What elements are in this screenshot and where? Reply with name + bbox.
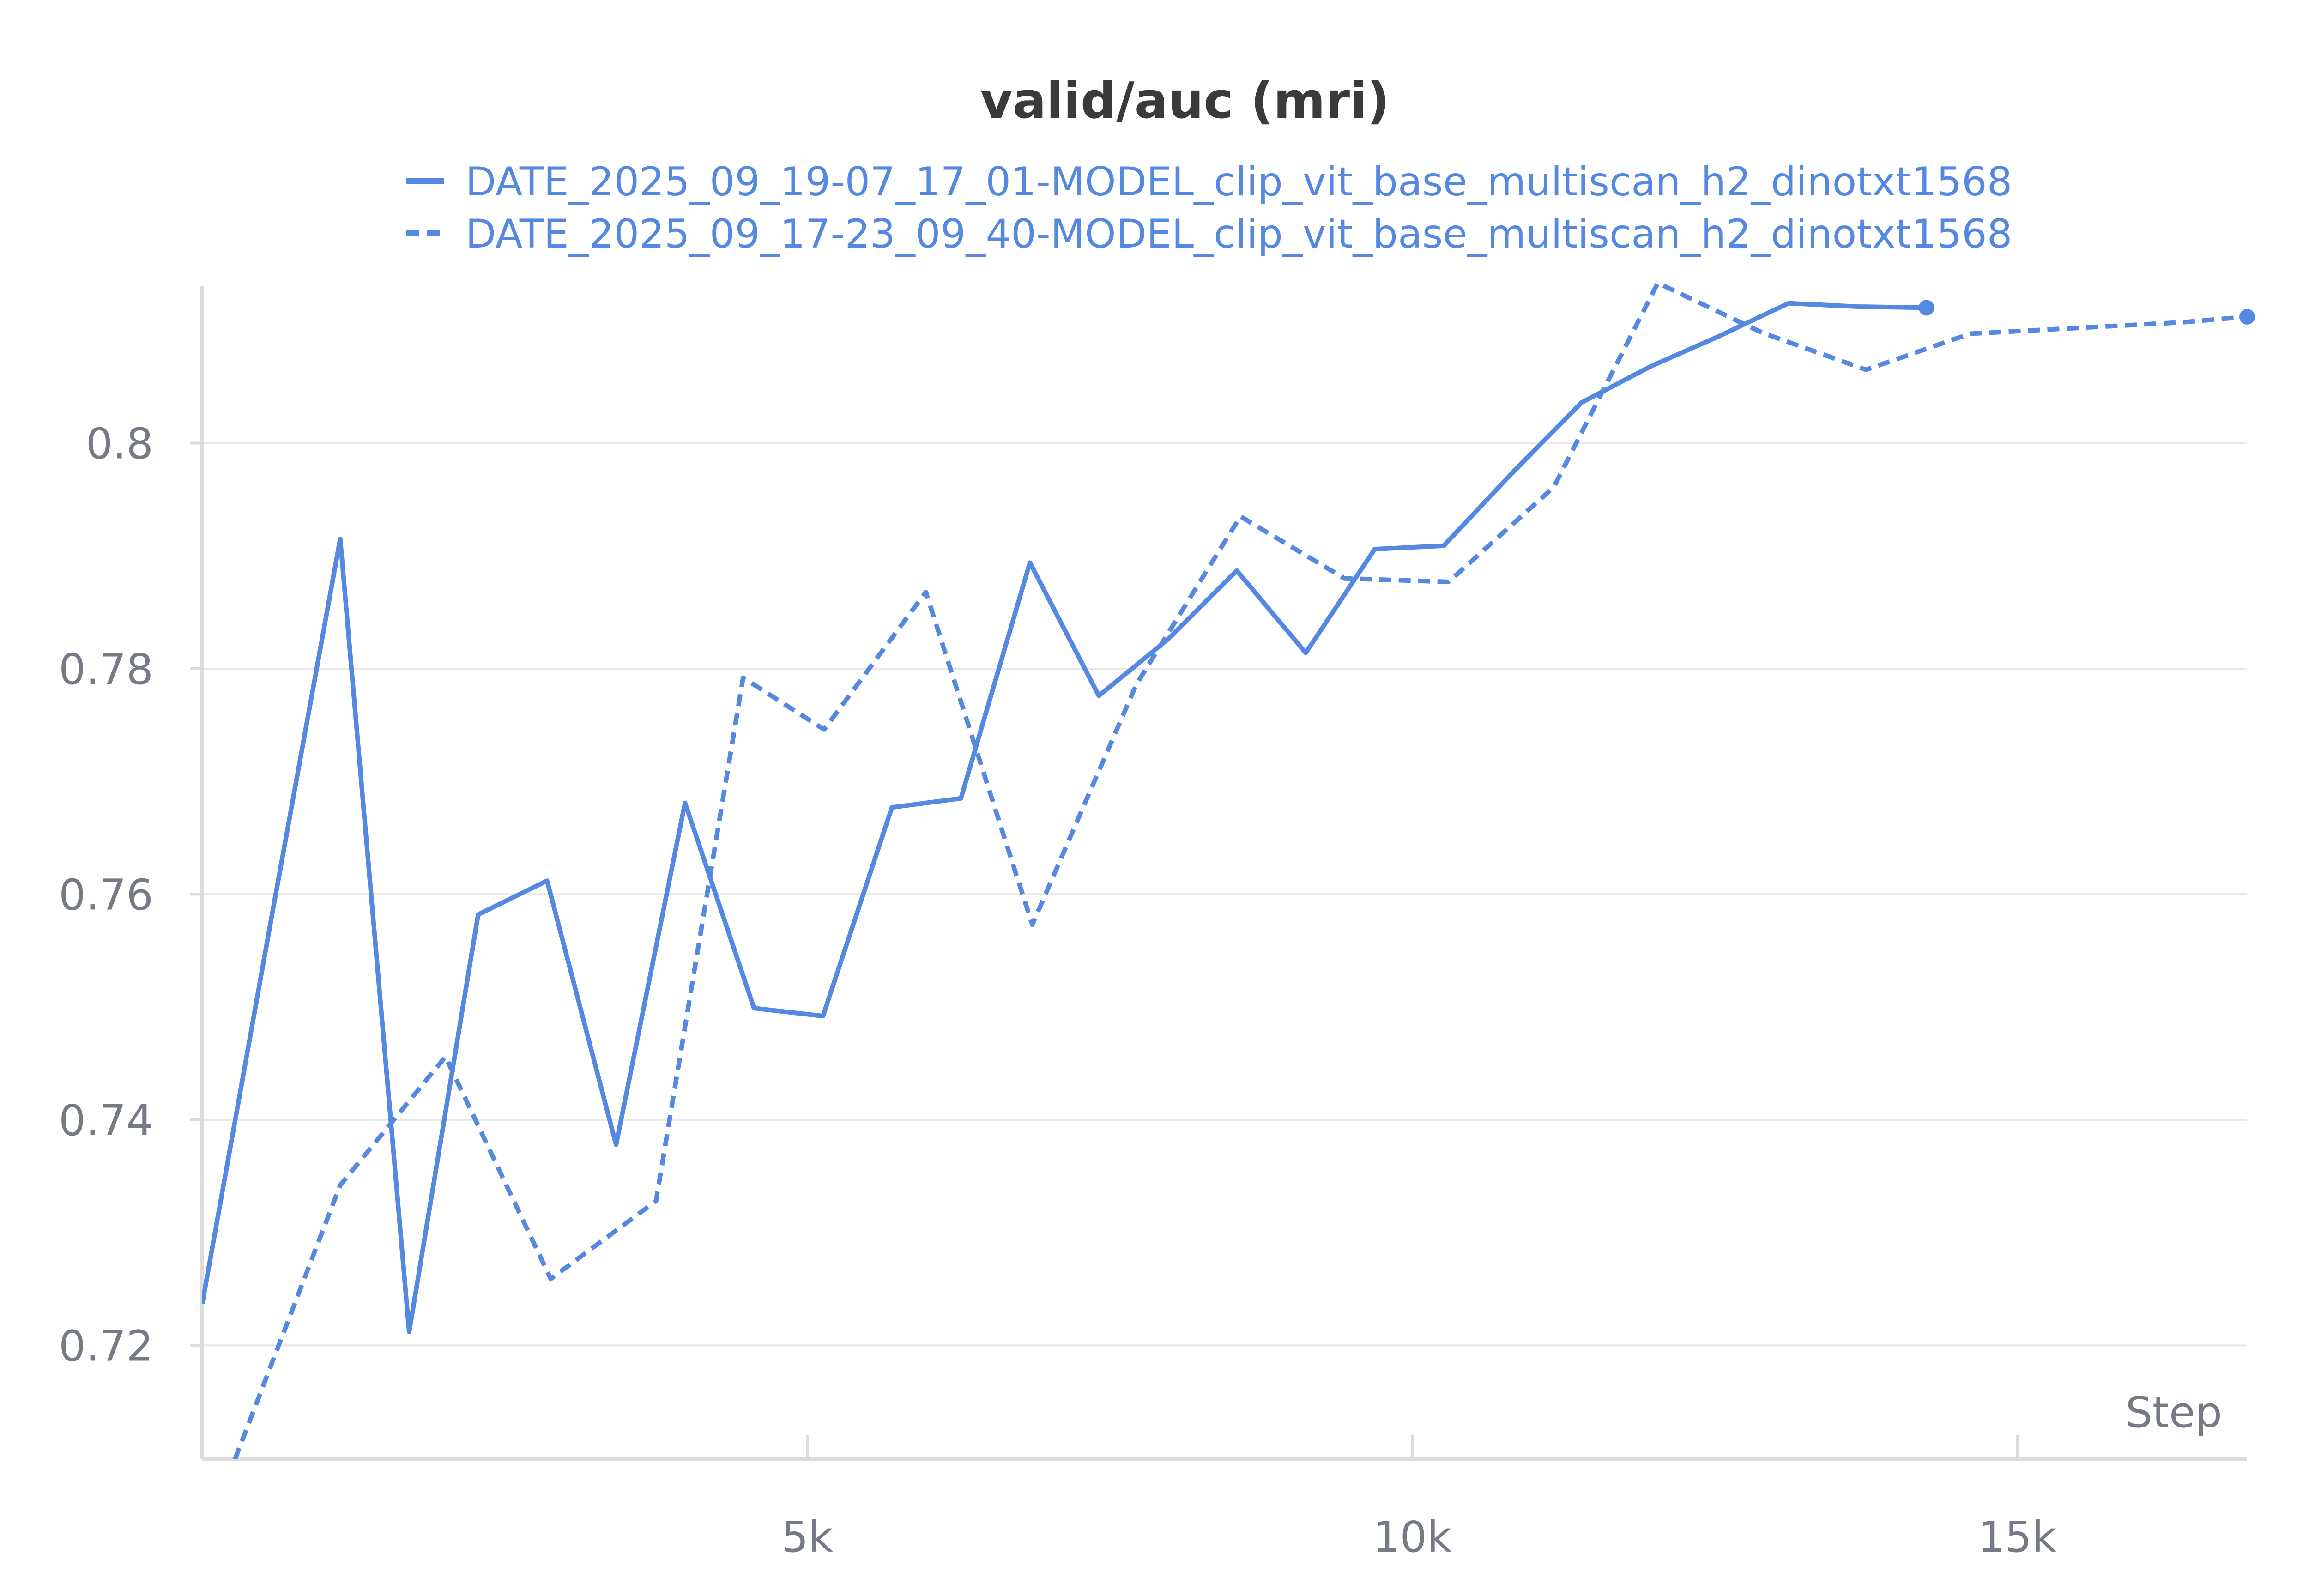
y-tick-label: 0.76 <box>59 870 153 919</box>
x-tick-label: 5k <box>781 1512 834 1562</box>
series-end-point <box>1918 300 1934 316</box>
series-end-point <box>2239 308 2255 325</box>
series-lines <box>202 280 2255 1459</box>
legend-label: DATE_2025_09_17-23_09_40-MODEL_clip_vit_… <box>465 211 2012 257</box>
x-tick-label: 10k <box>1373 1512 1452 1562</box>
grid-lines <box>202 442 2247 1347</box>
y-tick-label: 0.8 <box>86 419 153 468</box>
x-axis-label: Step <box>2126 1388 2222 1437</box>
y-tick-label: 0.72 <box>59 1321 153 1371</box>
legend: DATE_2025_09_19-07_17_01-MODEL_clip_vit_… <box>406 159 2012 257</box>
series-line-solid <box>202 301 1927 1334</box>
y-tick-label: 0.78 <box>59 645 153 694</box>
axes: 0.72 0.74 0.76 0.78 0.8 5k 10k 15k <box>59 286 2247 1562</box>
y-tick-label: 0.74 <box>59 1096 153 1145</box>
x-tick-label: 15k <box>1978 1512 2057 1562</box>
legend-label: DATE_2025_09_19-07_17_01-MODEL_clip_vit_… <box>465 159 2012 205</box>
series-line-dashed <box>233 280 2248 1459</box>
chart-title: valid/auc (mri) <box>980 72 1390 130</box>
